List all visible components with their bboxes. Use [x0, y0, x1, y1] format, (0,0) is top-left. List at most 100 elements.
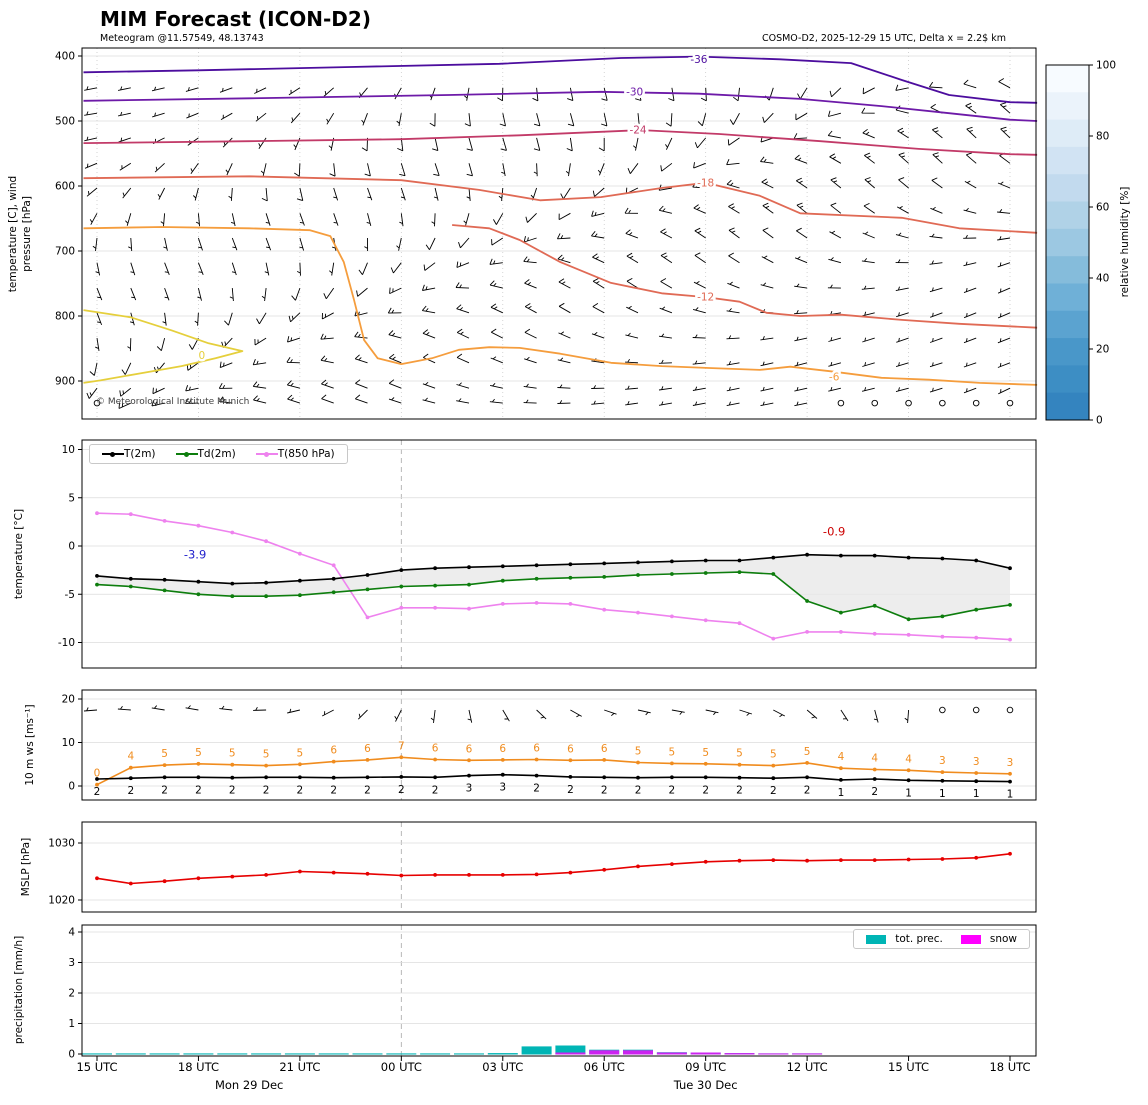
wind-barb — [739, 709, 753, 716]
wind-barb — [830, 177, 842, 189]
data-point — [264, 873, 268, 877]
wind-barb — [433, 163, 440, 177]
wind-barb — [84, 111, 98, 116]
wind-value-label: 1 — [838, 787, 845, 799]
wind-barb — [591, 210, 605, 217]
wind-barb — [557, 357, 571, 364]
data-point — [196, 775, 201, 780]
wind-barb — [627, 163, 639, 174]
wind-barb — [361, 113, 368, 126]
wind-barb — [829, 153, 842, 164]
x-tick-label: 21 UTC — [279, 1060, 320, 1074]
wind-barb — [219, 361, 233, 369]
wind-barb — [118, 86, 131, 91]
colorbar-tick-label: 60 — [1096, 202, 1109, 214]
wind-barb — [601, 87, 608, 101]
wind-barb — [932, 152, 943, 164]
data-point — [872, 858, 877, 862]
data-point — [670, 862, 674, 866]
wind-barb — [692, 334, 706, 339]
wind-barb — [291, 287, 301, 301]
wind-barb — [254, 337, 267, 346]
wind-value-label: 3 — [499, 782, 506, 794]
wind-barb — [533, 163, 538, 177]
data-point — [331, 759, 336, 764]
wind-barb — [760, 401, 774, 407]
wind-series-line — [96, 773, 1011, 783]
wind-ytick-label: 10 — [62, 737, 75, 749]
wind-barb — [231, 237, 238, 251]
wind-barb — [321, 709, 334, 717]
x-tick-label: 03 UTC — [482, 1060, 523, 1074]
wind-barb — [862, 362, 875, 367]
data-point — [331, 775, 336, 780]
wind-barb — [329, 163, 336, 177]
wind-barb — [86, 187, 98, 197]
wind-barb — [930, 206, 943, 214]
wind-barb — [388, 397, 402, 404]
gust-value-label: 6 — [432, 742, 439, 754]
data-point — [365, 871, 370, 876]
wind-barb — [197, 262, 204, 275]
wind-barb — [299, 213, 305, 226]
data-point — [636, 560, 640, 565]
legend-label-t2m: T(2m) — [124, 448, 156, 460]
wind-barb — [726, 308, 740, 314]
wind-barb — [151, 705, 165, 711]
wind-value-label: 2 — [94, 786, 101, 798]
gust-value-label: 6 — [499, 743, 506, 755]
wind-barb — [895, 387, 909, 393]
wind-barb — [929, 260, 943, 265]
wind-ytick-label: 20 — [62, 694, 75, 706]
data-point — [365, 587, 370, 592]
td2m-dot-swatch — [183, 451, 189, 457]
wind-barb — [431, 213, 436, 227]
wind-barb — [963, 234, 977, 239]
wind-barb — [294, 163, 301, 177]
data-point — [399, 605, 404, 610]
wind-barb — [119, 387, 132, 397]
gust-value-label: 6 — [466, 743, 473, 755]
wind-barb — [466, 187, 471, 201]
temp-contour--6 — [83, 226, 1038, 386]
colorbar-band — [1046, 65, 1089, 93]
wind-barb — [525, 212, 537, 223]
data-point — [433, 757, 437, 762]
data-point — [95, 777, 99, 781]
data-point — [1008, 779, 1012, 784]
gust-value-label: 0 — [94, 768, 101, 780]
upper_air-ytick-label: 900 — [55, 376, 75, 388]
wind-barb — [252, 381, 267, 389]
calm-wind-icon — [972, 706, 980, 714]
wind-barb — [463, 213, 470, 226]
wind-barb — [591, 331, 605, 339]
data-point — [805, 858, 809, 863]
precip-bar — [386, 1053, 417, 1055]
data-point — [703, 571, 708, 575]
wind-barb — [966, 152, 977, 164]
wind-barb — [119, 162, 132, 171]
wind-barb — [164, 262, 170, 275]
wind-barb — [591, 231, 605, 239]
calm-wind-icon — [1006, 706, 1014, 714]
data-point — [670, 559, 674, 564]
wind-barb — [558, 331, 571, 339]
wind-barb — [997, 181, 1011, 189]
wind-barb — [726, 401, 740, 407]
wind-barb — [320, 355, 334, 364]
snow-swatch — [960, 934, 981, 944]
data-point — [196, 761, 201, 766]
wind-barb — [422, 397, 436, 404]
wind-barb — [524, 303, 537, 314]
snow-bar — [758, 1053, 789, 1055]
data-point — [95, 876, 99, 881]
meteogram-coordinates: Meteogram @11.57549, 48.13743 — [100, 33, 264, 44]
gust-value-label: 6 — [567, 743, 574, 755]
gust-value-label: 3 — [939, 755, 946, 767]
wind-barb — [225, 163, 233, 176]
wind-barb — [264, 262, 270, 276]
data-point — [399, 568, 404, 572]
data-point — [974, 771, 979, 775]
wind-ytick-label: 0 — [68, 781, 75, 793]
wind-barb — [387, 307, 402, 314]
